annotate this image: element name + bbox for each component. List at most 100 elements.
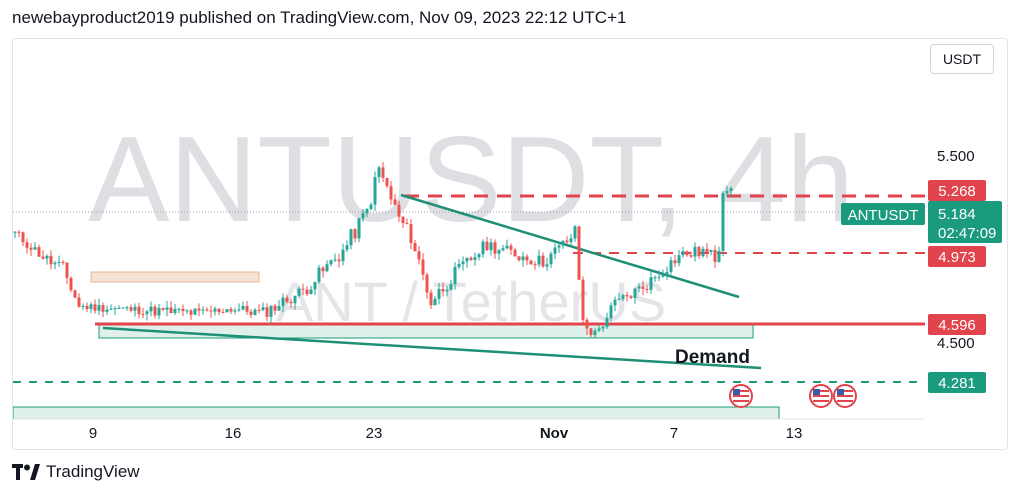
candle-body [353, 229, 357, 239]
candle-body [49, 255, 53, 265]
candle-body [673, 260, 677, 264]
supply-zone[interactable] [90, 271, 260, 283]
candle-body [501, 248, 505, 251]
candle-body [305, 289, 309, 295]
demand-annotation: Demand [675, 347, 750, 368]
candle-body [37, 247, 41, 257]
us-flag-event-icon[interactable] [833, 384, 857, 408]
candle-body [713, 249, 717, 262]
candle-body [321, 267, 325, 272]
candle-body [609, 305, 613, 319]
candle-body [221, 312, 225, 314]
candle-body [257, 309, 261, 311]
currency-selector-button[interactable]: USDT [930, 44, 994, 74]
candle-body [225, 309, 229, 313]
us-flag-event-icon[interactable] [809, 384, 833, 408]
candle-body [325, 264, 329, 272]
candle-body [413, 243, 417, 252]
demand-zone-lower[interactable] [12, 406, 780, 420]
candle-body [333, 259, 337, 261]
svg-text:5.268: 5.268 [938, 183, 976, 200]
candles-layer [13, 162, 733, 339]
watermark-symbol: ANTUSDT, 4h [88, 111, 854, 247]
y-tick-label: 4.500 [937, 335, 975, 352]
candle-body [425, 274, 429, 293]
candle-body [565, 240, 569, 243]
candle-body [697, 246, 701, 257]
candle-body [365, 208, 369, 214]
candle-body [241, 305, 245, 310]
candle-body [165, 307, 169, 310]
candle-body [701, 248, 705, 257]
candle-body [405, 223, 409, 225]
tradingview-logo[interactable]: TradingView [12, 462, 140, 482]
candle-body [309, 289, 313, 295]
x-tick-label: 16 [225, 425, 242, 442]
candle-body [401, 216, 405, 224]
candle-body [509, 245, 513, 250]
candle-body [681, 251, 685, 256]
candle-body [81, 305, 85, 307]
candle-body [685, 251, 689, 256]
candle-body [577, 226, 581, 280]
candle-body [481, 241, 485, 255]
candle-body [489, 242, 493, 251]
price-label-upper-resistance: 5.268 [928, 180, 986, 201]
candle-body [69, 277, 73, 291]
lower-trendline[interactable] [102, 326, 762, 370]
candle-body [541, 255, 545, 267]
candle-body [729, 188, 733, 192]
candle-body [593, 330, 597, 335]
candle-body [497, 250, 501, 254]
svg-text:4.281: 4.281 [938, 375, 976, 392]
x-tick-label: 13 [786, 425, 803, 442]
price-label-demand: 4.281 [928, 372, 986, 393]
candle-body [617, 298, 621, 300]
candle-body [281, 297, 285, 307]
candle-body [377, 167, 381, 178]
candle-body [461, 261, 465, 265]
candle-body [649, 277, 653, 290]
candle-body [553, 247, 557, 254]
candle-body [717, 250, 721, 262]
demand-zone[interactable] [98, 324, 754, 339]
candle-body [137, 306, 141, 315]
candle-body [261, 307, 265, 310]
candle-body [53, 262, 57, 265]
candle-body [569, 238, 573, 243]
candle-body [625, 295, 629, 297]
candle-body [341, 249, 345, 262]
candle-body [653, 277, 657, 279]
candle-body [357, 218, 361, 239]
candle-body [665, 271, 669, 276]
candle-body [209, 310, 213, 312]
candle-body [433, 298, 437, 306]
candle-body [61, 262, 65, 264]
svg-text:5.184: 5.184 [938, 206, 976, 223]
candle-body [349, 229, 353, 246]
candle-body [633, 288, 637, 298]
candle-body [589, 328, 593, 335]
candle-body [29, 247, 33, 250]
candle-body [289, 301, 293, 304]
descending-trendline[interactable] [400, 193, 740, 299]
candle-body [125, 307, 129, 309]
us-flag-event-icon[interactable] [729, 384, 753, 408]
price-chart[interactable]: ANTUSDT, 4h ANT / TetherUS Demand [12, 39, 1009, 451]
candle-body [273, 305, 277, 311]
candle-body [105, 309, 109, 312]
candle-body [457, 264, 461, 267]
candle-body [645, 288, 649, 290]
candle-body [233, 310, 237, 312]
candle-body [669, 260, 673, 272]
svg-text:ANTUSDT: ANTUSDT [848, 207, 919, 224]
candle-body [13, 231, 17, 233]
x-tick-label: 9 [89, 425, 97, 442]
price-label-lower-resistance: 4.973 [928, 246, 986, 267]
candle-body [397, 204, 401, 217]
chart-watermark: ANTUSDT, 4h ANT / TetherUS [88, 111, 854, 333]
candle-body [469, 257, 473, 260]
candle-body [533, 264, 537, 266]
y-tick-label: 5.500 [937, 148, 975, 165]
candle-body [157, 308, 161, 316]
